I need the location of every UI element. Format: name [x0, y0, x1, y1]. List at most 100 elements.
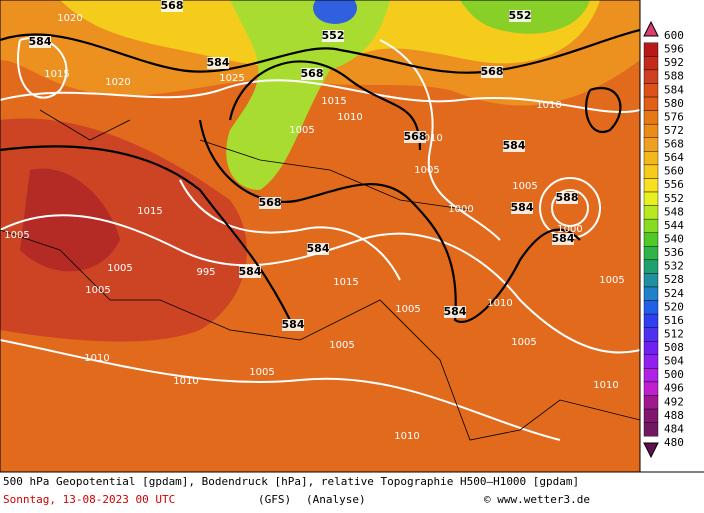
height-label: 552 [509, 9, 532, 22]
isobar-label: 1010 [394, 431, 419, 442]
height-label: 584 [503, 139, 526, 152]
scale-swatch [643, 83, 659, 98]
scale-swatch [643, 327, 659, 342]
height-label: 552 [322, 29, 345, 42]
isobar-label: 1010 [417, 133, 442, 144]
isobar-label: 1015 [44, 69, 69, 80]
isobar-label: 1020 [57, 13, 82, 24]
scale-label: 588 [664, 70, 684, 83]
scale-swatch [643, 368, 659, 383]
scale-label: 556 [664, 178, 684, 191]
height-label-bg [29, 36, 51, 48]
height-label: 588 [556, 191, 579, 204]
isobar-label: 1010 [337, 112, 362, 123]
height-label-bg [239, 266, 261, 278]
scale-swatch [643, 422, 659, 437]
model: (GFS) [258, 493, 291, 506]
trough [226, 0, 390, 190]
scale-swatch [643, 313, 659, 328]
scale-arrow [643, 20, 659, 37]
scale-swatch [643, 56, 659, 71]
height-label-bg [322, 30, 344, 42]
isobar-label: 1005 [249, 367, 274, 378]
scale-swatch [643, 137, 659, 152]
isobar-label: 1010 [173, 376, 198, 387]
height-label: 584 [552, 232, 575, 245]
isobar-label: 1005 [289, 125, 314, 136]
scale-label: 504 [664, 355, 684, 368]
isobar-label: 1015 [333, 277, 358, 288]
height-label-bg [259, 197, 281, 209]
scale-label: 548 [664, 205, 684, 218]
scale-swatch [643, 218, 659, 233]
scale-label: 568 [664, 138, 684, 151]
scale-swatch [643, 273, 659, 288]
height-label-bg [509, 10, 531, 22]
isobar-label: 1015 [137, 206, 162, 217]
height-label: 568 [259, 196, 282, 209]
scale-swatch [643, 205, 659, 220]
height-label: 568 [404, 130, 427, 143]
scale-swatch [643, 381, 659, 396]
scale-swatch [643, 408, 659, 423]
height-label: 584 [239, 265, 262, 278]
scale-label: 528 [664, 273, 684, 286]
isobar-label: 1005 [4, 230, 29, 241]
credit: © www.wetter3.de [484, 493, 590, 506]
isobar-label: 1005 [512, 181, 537, 192]
height-label: 584 [207, 56, 230, 69]
scale-swatch [643, 286, 659, 301]
height-label-bg [503, 140, 525, 152]
scale-swatch [643, 191, 659, 206]
scale-swatch [643, 395, 659, 410]
scale-label: 500 [664, 368, 684, 381]
scale-label: 572 [664, 124, 684, 137]
run: (Analyse) [306, 493, 366, 506]
scale-label: 540 [664, 233, 684, 246]
scale-swatch [643, 151, 659, 166]
scale-label: 508 [664, 341, 684, 354]
scale-label: 596 [664, 43, 684, 56]
isobar-label: 1015 [321, 96, 346, 107]
isobar-label: 1005 [85, 285, 110, 296]
scale-label: 516 [664, 314, 684, 327]
scale-swatch [643, 232, 659, 247]
height-label: 584 [307, 242, 330, 255]
isobar-label: 1010 [487, 298, 512, 309]
isobar-label: 1005 [599, 275, 624, 286]
scale-label: 496 [664, 382, 684, 395]
isobar-label: 1005 [414, 165, 439, 176]
height-label: 584 [29, 35, 52, 48]
low-center [313, 0, 357, 24]
scale-label: 520 [664, 300, 684, 313]
scale-label: 480 [664, 436, 684, 449]
scale-swatch [643, 110, 659, 125]
height-label-bg [444, 306, 466, 318]
scale-swatch [643, 42, 659, 57]
isobar-label: 1010 [84, 353, 109, 364]
scale-label: 592 [664, 56, 684, 69]
scale-swatch [643, 69, 659, 84]
height-label-bg [556, 192, 578, 204]
scale-label: 580 [664, 97, 684, 110]
scale-swatch [643, 164, 659, 179]
date: Sonntag, 13-08-2023 00 UTC [3, 493, 175, 506]
scale-label: 552 [664, 192, 684, 205]
scale-label: 484 [664, 422, 684, 435]
isobar-label: 1000 [557, 224, 582, 235]
scale-arrow [643, 442, 659, 459]
hot-region [20, 168, 120, 272]
scale-swatch [643, 96, 659, 111]
isobar-label: 995 [196, 267, 215, 278]
scale-label: 564 [664, 151, 684, 164]
color-scale: 6005965925885845805765725685645605565525… [643, 20, 684, 459]
isobar-label: 1005 [329, 340, 354, 351]
scale-label: 536 [664, 246, 684, 259]
height-label-bg [301, 68, 323, 80]
scale-label: 532 [664, 260, 684, 273]
scale-label: 488 [664, 409, 684, 422]
scale-label: 600 [664, 29, 684, 42]
height-label: 568 [481, 65, 504, 78]
height-label-bg [207, 57, 229, 69]
isobar-label: 1005 [107, 263, 132, 274]
